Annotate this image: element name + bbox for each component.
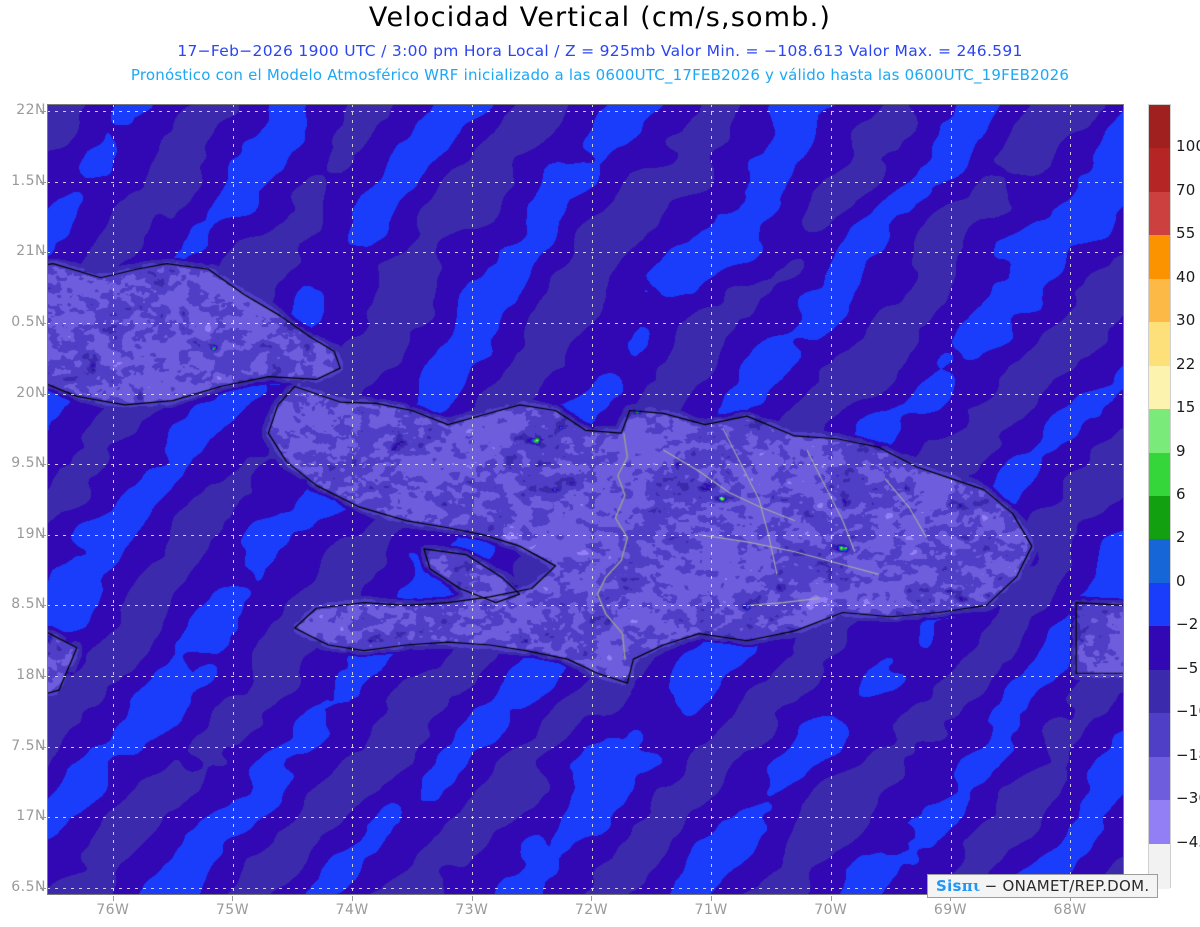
lon-tick-label-75W: 75W xyxy=(215,902,250,918)
lon-tick-mark xyxy=(711,896,713,901)
lat-tick-label-21.5N: 1.5N xyxy=(11,172,46,189)
colorbar-band[interactable] xyxy=(1149,669,1170,715)
lon-tick-label-73W: 73W xyxy=(455,902,489,918)
colorbar-band[interactable] xyxy=(1149,365,1170,411)
colorbar-band[interactable] xyxy=(1149,452,1170,498)
lat-tick-mark xyxy=(40,817,46,819)
lon-tick-mark xyxy=(352,896,354,901)
colorbar[interactable] xyxy=(1148,104,1171,889)
lat-tick-label-21N: 21N xyxy=(16,243,46,260)
lat-tick-mark xyxy=(40,534,46,536)
subtitle-model-info: Pronóstico con el Modelo Atmosférico WRF… xyxy=(130,66,1070,84)
colorbar-band[interactable] xyxy=(1149,539,1170,585)
colorbar-band[interactable] xyxy=(1149,235,1170,281)
lon-tick-mark xyxy=(950,896,952,901)
colorbar-band[interactable] xyxy=(1149,756,1170,802)
colorbar-tick--30: −30 xyxy=(1176,789,1200,808)
colorbar-tick-70: 70 xyxy=(1176,180,1196,199)
colorbar-tick--45: −45 xyxy=(1176,832,1200,851)
lat-tick-mark xyxy=(40,887,46,889)
lon-tick-mark xyxy=(232,896,234,901)
vertical-velocity-field xyxy=(47,104,1124,895)
organization-label: − ONAMET/REP.DOM. xyxy=(984,876,1150,895)
colorbar-tick-100: 100 xyxy=(1176,137,1200,156)
colorbar-tick-15: 15 xyxy=(1176,398,1196,417)
colorbar-tick-9: 9 xyxy=(1176,441,1186,460)
lat-tick-mark xyxy=(40,676,46,678)
lat-tick-label-19.5N: 9.5N xyxy=(11,455,46,472)
lat-tick-label-22N: 22N xyxy=(16,102,46,119)
lon-tick-label-68W: 68W xyxy=(1053,902,1087,918)
lon-tick-mark xyxy=(471,896,473,901)
colorbar-tick--5: −5 xyxy=(1176,658,1199,677)
lat-tick-mark xyxy=(40,605,46,607)
lat-tick-mark xyxy=(40,181,46,183)
colorbar-band[interactable] xyxy=(1149,148,1170,194)
brand-symbol-icon: πι xyxy=(961,876,981,895)
colorbar-tick--10: −10 xyxy=(1176,702,1200,721)
lat-tick-label-19N: 19N xyxy=(16,525,46,542)
map-plot-area[interactable] xyxy=(47,104,1124,895)
lat-tick-label-16.5N: 6.5N xyxy=(11,878,46,895)
lon-tick-mark xyxy=(830,896,832,901)
lon-tick-mark xyxy=(591,896,593,901)
colorbar-band[interactable] xyxy=(1149,800,1170,846)
colorbar-tick-30: 30 xyxy=(1176,311,1196,330)
subtitle-forecast-meta: 17−Feb−2026 1900 UTC / 3:00 pm Hora Loca… xyxy=(177,42,1023,60)
lat-tick-label-17.5N: 7.5N xyxy=(11,737,46,754)
page-title: Velocidad Vertical (cm/s,somb.) xyxy=(368,2,832,33)
colorbar-band[interactable] xyxy=(1149,713,1170,759)
lat-tick-mark xyxy=(40,746,46,748)
colorbar-tick-6: 6 xyxy=(1176,485,1186,503)
lon-tick-label-72W: 72W xyxy=(574,902,609,918)
colorbar-band[interactable] xyxy=(1149,191,1170,237)
lon-tick-label-69W: 69W xyxy=(933,902,968,918)
colorbar-tick-55: 55 xyxy=(1176,224,1196,243)
brand-label: Sis xyxy=(936,876,962,895)
lat-tick-mark xyxy=(40,111,46,113)
lat-tick-label-20.5N: 0.5N xyxy=(11,313,46,330)
colorbar-band[interactable] xyxy=(1149,409,1170,455)
lat-tick-mark xyxy=(40,322,46,324)
lon-tick-mark xyxy=(1070,896,1072,901)
colorbar-tick--18: −18 xyxy=(1176,745,1200,764)
lat-tick-label-17N: 17N xyxy=(16,808,46,825)
lon-tick-label-71W: 71W xyxy=(694,902,728,918)
colorbar-tick-40: 40 xyxy=(1176,267,1196,286)
lat-tick-label-18.5N: 8.5N xyxy=(11,596,46,613)
lon-tick-label-76W: 76W xyxy=(96,902,130,918)
colorbar-band[interactable] xyxy=(1149,582,1170,628)
lat-tick-mark xyxy=(40,393,46,395)
lat-tick-mark xyxy=(40,252,46,254)
colorbar-band[interactable] xyxy=(1149,626,1170,672)
colorbar-band[interactable] xyxy=(1149,278,1170,324)
lon-tick-label-74W: 74W xyxy=(335,902,369,918)
attribution-badge: Sis πι − ONAMET/REP.DOM. xyxy=(927,874,1159,898)
colorbar-band[interactable] xyxy=(1149,105,1170,150)
colorbar-tick-22: 22 xyxy=(1176,354,1196,373)
colorbar-band[interactable] xyxy=(1149,322,1170,368)
colorbar-tick--2: −2 xyxy=(1176,615,1199,634)
lat-tick-mark xyxy=(40,464,46,466)
colorbar-tick-0: 0 xyxy=(1176,571,1186,590)
lon-tick-label-70W: 70W xyxy=(814,902,848,918)
colorbar-tick-2: 2 xyxy=(1176,528,1186,547)
lat-tick-label-18N: 18N xyxy=(16,667,46,684)
lon-tick-mark xyxy=(112,896,114,901)
colorbar-band[interactable] xyxy=(1149,496,1170,541)
lat-tick-label-20N: 20N xyxy=(16,384,46,401)
